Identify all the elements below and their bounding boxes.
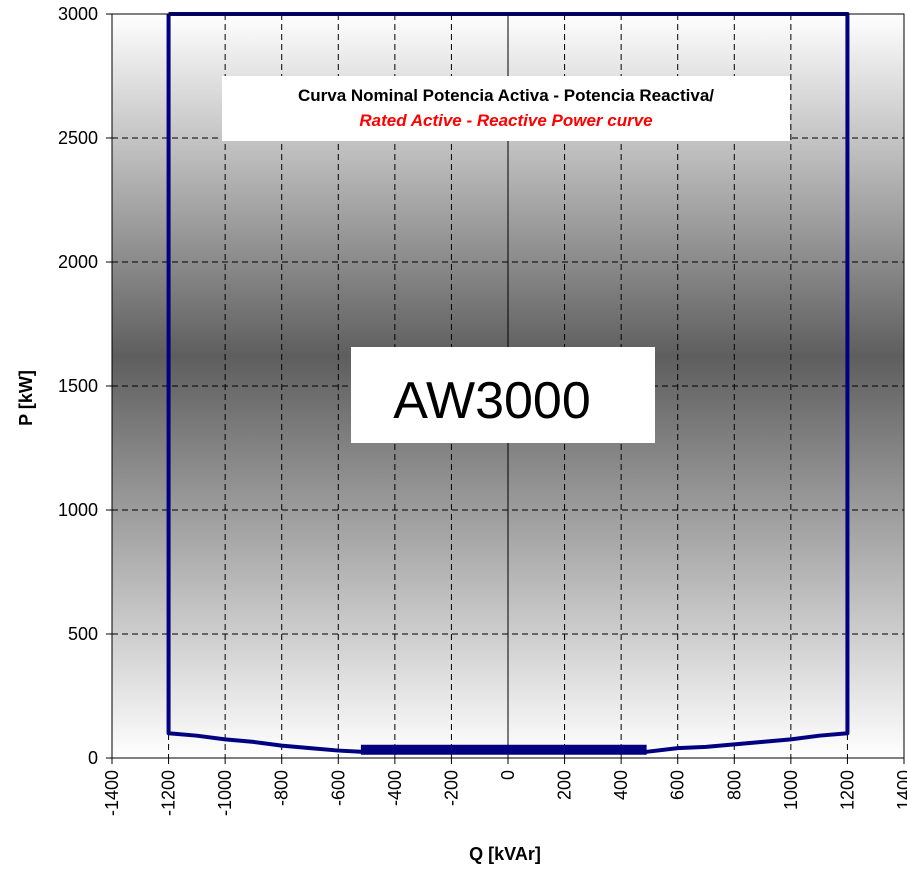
title-box: Curva Nominal Potencia Activa - Potencia…	[222, 76, 790, 141]
y-tick-label: 500	[68, 624, 98, 644]
x-tick-label: 1200	[837, 770, 857, 810]
x-tick-label: 200	[555, 770, 575, 800]
x-tick-label: 0	[498, 770, 518, 780]
y-tick-labels: 0 500 1000 1500 2000 2500 3000	[58, 4, 112, 768]
y-tick-label: 3000	[58, 4, 98, 24]
y-tick-label: 1000	[58, 500, 98, 520]
x-tick-label: -1000	[215, 770, 235, 816]
x-tick-label: -200	[441, 770, 461, 806]
y-tick-label: 2500	[58, 128, 98, 148]
x-tick-label: -1400	[102, 770, 122, 816]
x-tick-label: 800	[724, 770, 744, 800]
x-tick-label: -800	[272, 770, 292, 806]
x-axis-title: Q [kVAr]	[469, 844, 541, 864]
model-label: AW3000	[393, 372, 591, 430]
x-tick-label: -1200	[159, 770, 179, 816]
x-tick-label: 1000	[781, 770, 801, 810]
y-axis-title: P [kW]	[16, 370, 36, 426]
x-tick-label: 1400	[894, 770, 907, 810]
x-tick-label: -600	[328, 770, 348, 806]
x-tick-labels: -1400 -1200 -1000 -800 -600 -400 -200 0 200 400 60…	[102, 758, 907, 816]
x-tick-label: 600	[668, 770, 688, 800]
x-tick-label: -400	[385, 770, 405, 806]
chart-subtitle: Rated Active - Reactive Power curve	[359, 111, 652, 130]
chart-title: Curva Nominal Potencia Activa - Potencia…	[298, 86, 714, 105]
model-label-box: AW3000	[351, 347, 655, 443]
y-tick-label: 2000	[58, 252, 98, 272]
x-tick-label: 400	[611, 770, 631, 800]
y-tick-label: 0	[88, 748, 98, 768]
y-tick-label: 1500	[58, 376, 98, 396]
